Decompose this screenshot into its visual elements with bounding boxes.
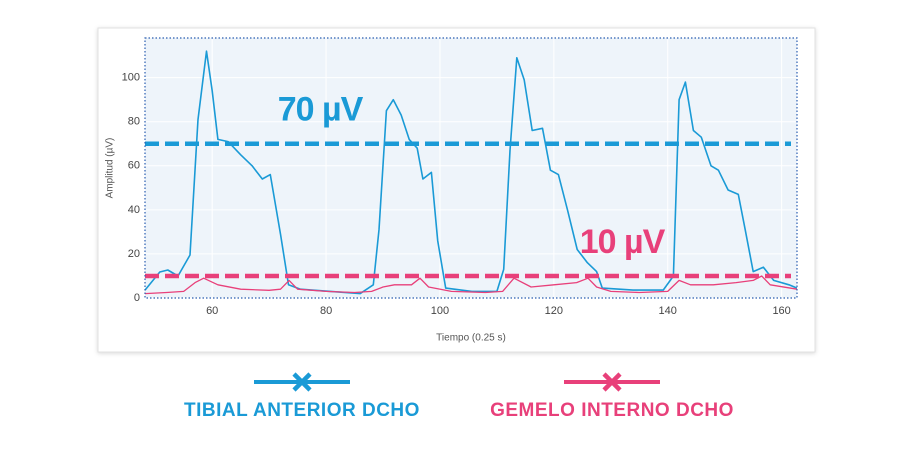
- plot-border: [144, 37, 798, 299]
- plot-background: [145, 38, 797, 298]
- legend-marker: [602, 372, 622, 392]
- x-tick-label: 60: [206, 305, 218, 317]
- x-tick-label: 140: [659, 305, 677, 317]
- y-tick-label: 40: [128, 204, 140, 216]
- x-tick-label: 120: [545, 305, 563, 317]
- y-tick-label: 0: [134, 292, 140, 304]
- legend-marker: [292, 372, 312, 392]
- legend-label: GEMELO INTERNO DCHO: [490, 400, 734, 421]
- y-tick-label: 100: [122, 72, 140, 84]
- y-tick-label: 20: [128, 248, 140, 260]
- threshold-label: 10 µV: [580, 223, 666, 261]
- series-line: [144, 275, 798, 295]
- y-axis-title: Amplitud (µV): [105, 138, 116, 199]
- x-tick-label: 160: [772, 305, 790, 317]
- x-tick-label: 80: [320, 305, 332, 317]
- legend-label: TIBIAL ANTERIOR DCHO: [184, 400, 420, 421]
- threshold-label: 70 µV: [278, 91, 364, 129]
- y-tick-label: 80: [128, 116, 140, 128]
- x-tick-label: 100: [431, 305, 449, 317]
- y-tick-label: 60: [128, 160, 140, 172]
- x-axis-title: Tiempo (0.25 s): [436, 333, 506, 344]
- series-line: [144, 50, 798, 295]
